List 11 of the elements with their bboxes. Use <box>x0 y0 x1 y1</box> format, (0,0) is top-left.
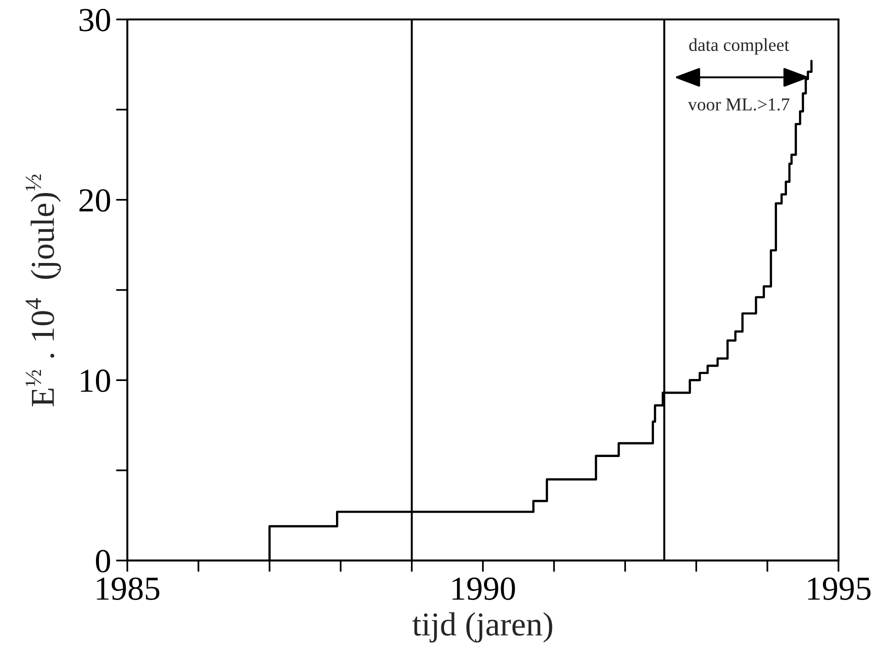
annotation: data compleet <box>689 38 790 55</box>
x-tick-label: 1990 <box>452 577 515 600</box>
y-tick-label: 30 <box>80 8 110 32</box>
y-tick-label: 10 <box>80 370 110 392</box>
x-tick-label: 1995 <box>808 578 871 600</box>
x-tick-label: 1985 <box>96 577 160 600</box>
y-tick-label: 0 <box>96 550 110 572</box>
y-tick-label: 20 <box>79 189 110 212</box>
y-axis-title: E$^{½}$ . 10$^{4}$ (joule)$^{½}$ <box>26 174 61 406</box>
annotation: voor ML.>1.7 <box>688 98 790 111</box>
x-axis-title: tijd (jaren) <box>412 612 552 643</box>
